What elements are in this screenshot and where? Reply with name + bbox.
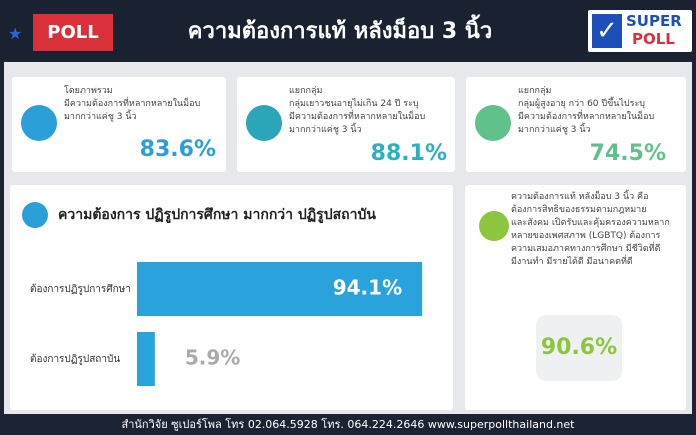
text-line: มีความต้องการที่หลากหลายในม็อบ	[289, 112, 426, 122]
card-value: 88.1%	[370, 141, 447, 166]
card: โดยภาพรวมมีความต้องการที่หลากหลายในม็อบม…	[12, 77, 226, 172]
footer: สำนักวิจัย ซูเปอร์โพล โทร 02.064.5928 โท…	[121, 418, 575, 431]
bar	[137, 262, 423, 316]
card-text: แยกกลุ่มกลุ่มเยาวชนอายุไม่เกิน 24 ปี ระบ…	[289, 85, 425, 137]
text-line: ความเสมอภาคทางการศึกษา มีชีวิตที่ดี	[511, 244, 661, 254]
star: ★	[8, 24, 23, 43]
text-line: มีความต้องการที่หลากหลายในม็อบ	[64, 99, 201, 109]
value-box	[536, 315, 622, 381]
text-line: กลุ่มผู้สูงอายุ กว่า 60 ปีขึ้นไประบุ	[518, 99, 646, 109]
logo-check: ✓	[592, 14, 622, 48]
summary-value: 90.6%	[540, 335, 618, 360]
card: แยกกลุ่มกลุ่มเยาวชนอายุไม่เกิน 24 ปี ระบ…	[237, 77, 455, 172]
logo-text: POLL	[632, 30, 675, 48]
text-line: แยกกลุ่ม	[289, 86, 323, 96]
card-value: 83.6%	[139, 137, 216, 162]
card-text: โดยภาพรวมมีความต้องการที่หลากหลายในม็อบม…	[64, 85, 200, 124]
text-line: มากกว่าแค่ชู 3 นิ้ว	[64, 112, 137, 122]
text-line: กลุ่มเยาวชนอายุไม่เกิน 24 ปี ระบุ	[289, 99, 419, 109]
text-line: และสังคม เปิดรับและคุ้มครองความหลาก	[511, 218, 670, 228]
text-line: แยกกลุ่ม	[518, 86, 552, 96]
badge: POLL	[33, 14, 113, 51]
value-label: 5.9%	[185, 346, 240, 370]
chart-title: ความต้องการ ปฏิรูปการศึกษา มากกว่า ปฏิรู…	[58, 206, 376, 223]
text-line: มากกว่าแค่ชู 3 นิ้ว	[289, 125, 362, 135]
chart: ความต้องการ ปฏิรูปการศึกษา มากกว่า ปฏิรู…	[22, 202, 423, 386]
value-label: 94.1%	[333, 276, 402, 300]
icon	[22, 202, 48, 228]
card: แยกกลุ่มกลุ่มผู้สูงอายุ กว่า 60 ปีขึ้นไป…	[466, 77, 686, 172]
summary-text: ความต้องการแท้ หลังม็อบ 3 นิ้ว คือต้องกา…	[511, 191, 670, 269]
text-line: มากกว่าแค่ชู 3 นิ้ว	[518, 125, 591, 135]
text-line: มีงานทำ มีรายได้ดี มีอนาคตที่ดี	[511, 257, 633, 267]
chart-card: ความต้องการ ปฏิรูปการศึกษา มากกว่า ปฏิรู…	[10, 185, 453, 410]
card-text: แยกกลุ่มกลุ่มผู้สูงอายุ กว่า 60 ปีขึ้นไป…	[518, 85, 654, 137]
category-label: ต้องการปฏิรูปการศึกษา	[30, 283, 131, 295]
text-line: ความต้องการแท้ หลังม็อบ 3 นิ้ว คือ	[511, 192, 649, 202]
card-value: 74.5%	[589, 141, 666, 166]
icon	[21, 105, 57, 141]
header	[0, 0, 696, 60]
bar	[137, 332, 155, 386]
text-line: โดยภาพรวม	[64, 86, 113, 96]
title: ความต้องการแท้ หลังม็อบ 3 นิ้ว	[187, 19, 493, 44]
text-line: ต้องการสิทธิของธรรมตามกฎหมาย	[511, 205, 647, 215]
icon	[246, 105, 282, 141]
text-line: มีความต้องการที่หลากหลายในม็อบ	[518, 112, 655, 122]
logo: ✓ SUPER POLL	[588, 10, 692, 52]
text-line: หลายของเพศสภาพ (LGBTQ) ต้องการ	[511, 231, 661, 241]
logo-text: SUPER	[626, 12, 682, 30]
icon	[475, 105, 511, 141]
category-label: ต้องการปฏิรูปสถาบัน	[30, 353, 120, 365]
summary-card: ความต้องการแท้ หลังม็อบ 3 นิ้ว คือต้องกา…	[465, 185, 686, 410]
icon	[479, 211, 509, 241]
